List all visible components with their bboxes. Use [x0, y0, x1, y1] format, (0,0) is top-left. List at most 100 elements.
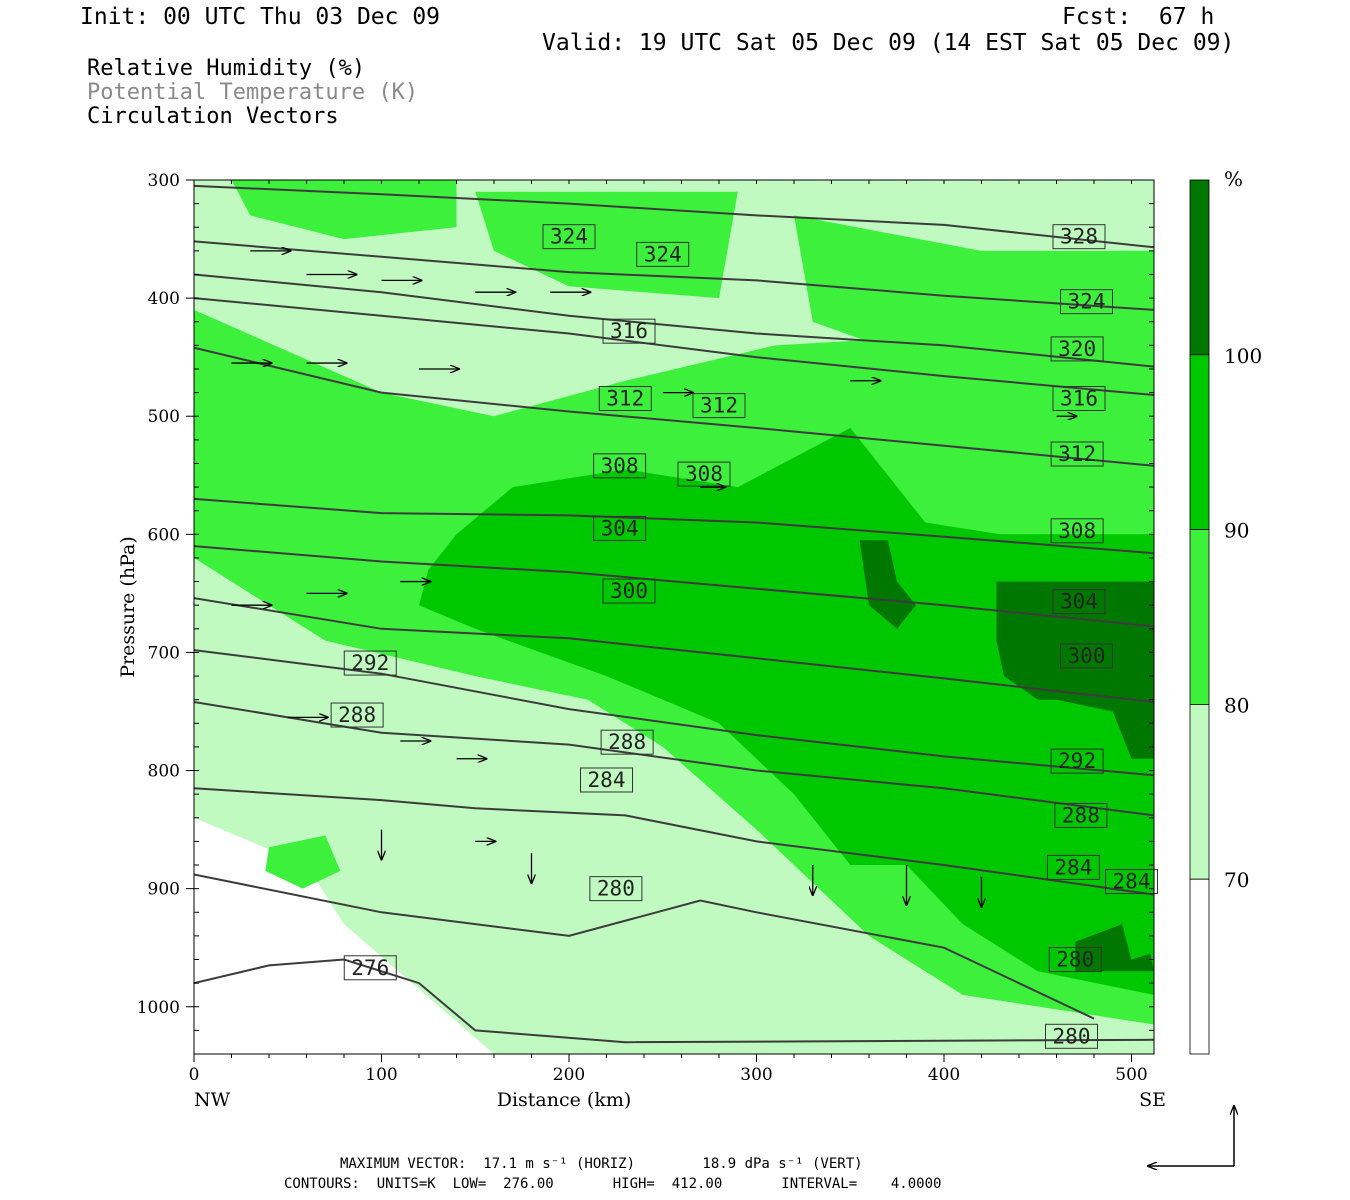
svg-text:292: 292	[1058, 749, 1096, 773]
contour-label-308: 308	[1050, 518, 1104, 544]
contour-label-312: 312	[692, 393, 746, 419]
contour-label-324: 324	[636, 241, 690, 267]
svg-text:280: 280	[1056, 948, 1094, 972]
colorbar-segment-0	[1189, 878, 1210, 1055]
valid-time: Valid: 19 UTC Sat 05 Dec 09 (14 EST Sat …	[542, 30, 1235, 56]
svg-text:280: 280	[597, 877, 635, 901]
max-vector-note: MAXIMUM VECTOR: 17.1 m s⁻¹ (HORIZ) 18.9 …	[340, 1156, 863, 1172]
svg-text:312: 312	[700, 394, 738, 418]
contour-label-280: 280	[1045, 1023, 1098, 1049]
svg-text:288: 288	[1062, 803, 1100, 827]
theta-contours	[194, 184, 1154, 1044]
theta-contour-300	[194, 597, 1154, 703]
colorbar-level-label: 70	[1224, 868, 1249, 892]
contour-label-304: 304	[593, 515, 647, 541]
circulation-vectors	[231, 251, 1077, 907]
svg-text:308: 308	[1058, 519, 1096, 543]
y-tick-label: 400	[148, 289, 180, 309]
svg-text:300: 300	[610, 579, 648, 603]
rh-region-5	[265, 835, 341, 889]
svg-text:308: 308	[601, 454, 639, 478]
y-tick-label: 700	[148, 643, 180, 663]
svg-text:284: 284	[588, 768, 626, 792]
theta-contour-316	[194, 297, 1154, 396]
rh-region-7	[996, 581, 1154, 759]
theta-contour-304	[194, 545, 1154, 628]
theta-contour-288	[194, 701, 1154, 817]
x-tick-label: 500	[1115, 1065, 1147, 1085]
init-time: Init: 00 UTC Thu 03 Dec 09	[80, 4, 441, 30]
y-tick-label: 800	[148, 762, 180, 782]
x-tick-label: 100	[365, 1065, 397, 1085]
theta-contour-328	[194, 184, 1154, 249]
contour-label-312: 312	[598, 386, 652, 411]
contour-label-304: 304	[1052, 589, 1106, 615]
contour-label-284: 284	[1105, 869, 1158, 895]
contour-label-300: 300	[602, 578, 656, 604]
contour-label-312: 312	[1050, 441, 1104, 467]
svg-text:288: 288	[608, 730, 646, 754]
y-tick-label: 1000	[137, 998, 180, 1018]
svg-text:304: 304	[601, 516, 639, 540]
contour-label-320: 320	[1050, 336, 1104, 362]
contour-label-288: 288	[330, 702, 384, 728]
reference-vector-icon	[1148, 1106, 1234, 1166]
y-tick-label: 500	[148, 407, 180, 427]
theta-contour-292	[194, 649, 1154, 777]
colorbar-level-label: 80	[1224, 693, 1249, 717]
rh-region-8	[859, 540, 916, 629]
contour-label-328: 328	[1052, 224, 1106, 250]
svg-text:312: 312	[606, 387, 644, 411]
contour-label-288: 288	[1054, 802, 1108, 828]
colorbar-segment-3	[1189, 354, 1210, 530]
colorbar-unit: %	[1224, 167, 1243, 191]
legend-theta: Potential Temperature (K)	[87, 80, 419, 105]
colorbar-level-label: 90	[1224, 519, 1249, 543]
y-axis-label: Pressure (hPa)	[117, 536, 139, 678]
contour-label-292: 292	[343, 650, 397, 676]
svg-text:316: 316	[1060, 387, 1098, 411]
colorbar-segment-4	[1189, 179, 1210, 356]
contour-label-308: 308	[593, 453, 647, 479]
contour-label-300: 300	[1060, 643, 1113, 669]
y-tick-label: 900	[148, 880, 180, 900]
contour-label-324: 324	[542, 224, 596, 250]
y-tick-label: 300	[148, 171, 180, 191]
rh-region-3	[475, 191, 738, 299]
theta-contour-312	[194, 346, 1154, 467]
rh-region-9	[1075, 924, 1154, 972]
colorbar-segment-2	[1189, 529, 1210, 705]
theta-contour-284	[194, 787, 1154, 896]
x-tick-label: 300	[740, 1065, 772, 1085]
rh-region-4	[794, 215, 1154, 393]
contour-labels: 328 324 324 324 320 316 316 312 312 312 308 308 308 3…	[330, 224, 1158, 1049]
svg-text:284: 284	[1113, 870, 1151, 894]
x-tick-label: 400	[928, 1065, 960, 1085]
svg-text:300: 300	[1068, 644, 1106, 668]
contour-label-280: 280	[589, 876, 643, 902]
contour-label-280: 280	[1048, 947, 1102, 973]
svg-text:304: 304	[1060, 590, 1098, 614]
theta-contour-276	[194, 958, 1154, 1044]
contour-label-284: 284	[580, 767, 633, 793]
svg-text:328: 328	[1060, 225, 1098, 249]
svg-text:288: 288	[338, 703, 376, 727]
legend-rh: Relative Humidity (%)	[87, 56, 366, 81]
contour-label-316: 316	[602, 318, 656, 344]
contour-label-308: 308	[677, 461, 731, 487]
theta-contour-308	[194, 497, 1154, 555]
theta-contour-324	[194, 240, 1154, 311]
contour-label-292: 292	[1050, 748, 1104, 774]
colorbar-level-label: 100	[1224, 344, 1262, 368]
colorbar-segment-1	[1189, 704, 1210, 880]
svg-text:324: 324	[644, 242, 682, 266]
y-tick-label: 600	[148, 525, 180, 545]
svg-text:312: 312	[1058, 442, 1096, 466]
svg-text:276: 276	[351, 956, 389, 980]
contour-label-288: 288	[600, 729, 654, 755]
rh-region-6	[419, 428, 1154, 995]
svg-text:320: 320	[1058, 337, 1096, 361]
x-right-end-label: SE	[1139, 1089, 1166, 1111]
svg-text:284: 284	[1054, 855, 1092, 879]
contour-label-316: 316	[1052, 386, 1106, 411]
